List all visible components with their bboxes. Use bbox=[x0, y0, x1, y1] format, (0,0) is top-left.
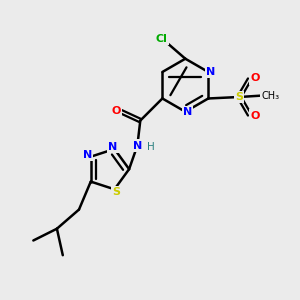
Text: S: S bbox=[112, 187, 120, 197]
Text: O: O bbox=[111, 106, 121, 116]
Text: S: S bbox=[235, 92, 243, 102]
Text: CH₃: CH₃ bbox=[261, 91, 279, 100]
Text: O: O bbox=[250, 111, 260, 121]
Text: N: N bbox=[108, 142, 118, 152]
Text: N: N bbox=[206, 67, 215, 77]
Text: H: H bbox=[147, 142, 154, 152]
Text: N: N bbox=[82, 150, 92, 160]
Text: O: O bbox=[250, 74, 260, 83]
Text: N: N bbox=[133, 141, 142, 151]
Text: N: N bbox=[183, 107, 192, 117]
Text: Cl: Cl bbox=[156, 34, 168, 44]
